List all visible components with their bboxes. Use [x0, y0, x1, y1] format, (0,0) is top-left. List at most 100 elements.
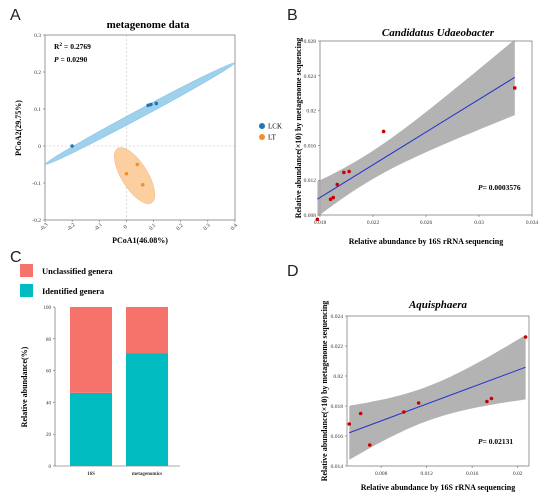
panel-a-p-label: P: [54, 55, 59, 64]
panel-a-y-tick-label: 0.1: [34, 107, 41, 113]
panel-d-y-label: Relative abundance(×10) by metagenome se…: [320, 301, 329, 482]
panel-d-y-ticks: 0.024 0.022 0.02 0.018 0.016 0.014: [331, 314, 347, 470]
d-data-point: [416, 401, 421, 405]
panel-d-plot-frame: [346, 315, 530, 467]
b-y-tick-label: 0.016: [304, 143, 317, 149]
b-x-tick-label: 0.034: [526, 220, 539, 226]
panel-a-y-ticks: 0.3 0.2 0.1 0 -0.1 -0.2: [32, 33, 45, 224]
panel-a-x-tick-label: 0: [123, 224, 129, 230]
panel-a-y-tick-label: 0.3: [34, 33, 41, 39]
panel-c-y-tick-label: 20: [46, 433, 52, 438]
panel-a-p-annotation: P = 0.0290: [54, 55, 87, 64]
d-y-tick-label: 0.016: [331, 434, 344, 440]
b-data-point: [335, 182, 340, 187]
legend-identified-swatch: [20, 284, 33, 297]
panel-a-p-value: = 0.0290: [59, 55, 88, 64]
panel-b-title: Candidatus Udaeobacter: [382, 27, 495, 39]
b-x-tick-label: 0.026: [420, 220, 433, 226]
panel-a-plot-frame: [44, 34, 236, 221]
legend-lck-label: LCK: [268, 123, 282, 131]
d-y-tick-label: 0.014: [331, 464, 344, 470]
b-data-point: [328, 197, 333, 202]
d-x-tick-label: 0.02: [513, 471, 523, 477]
lck-ellipse: [44, 62, 236, 165]
panel-letter-b: B: [287, 7, 298, 24]
b-x-tick-label: 0.022: [367, 220, 380, 226]
bar-metagenomics-identified: [126, 353, 168, 466]
b-x-tick-label: 0.03: [474, 220, 484, 226]
panel-a-x-label: PCoA1(46.08%): [112, 236, 168, 245]
b-data-point: [315, 217, 320, 222]
panel-b-p-label: P: [478, 183, 483, 192]
b-data-point: [331, 195, 336, 200]
panel-a-r2-value: = 0.2769: [62, 42, 91, 51]
panel-d-title: Aquisphaera: [408, 299, 468, 311]
b-data-point: [347, 169, 351, 174]
panel-c-y-tick-label: 60: [46, 370, 52, 375]
d-data-point: [358, 411, 363, 416]
panel-a-point-lt: [140, 183, 145, 187]
d-confidence-band-area: [349, 335, 526, 460]
panel-b-x-ticks: 0.018 0.022 0.026 0.03 0.034: [314, 215, 539, 226]
d-regression-line: [349, 366, 526, 434]
b-y-tick-label: 0.024: [304, 74, 317, 80]
panel-c-y-tick-label: 100: [44, 306, 52, 311]
panel-a-grid: [45, 35, 235, 220]
b-data-point: [342, 170, 346, 175]
panel-a-x-tick-label: 0.2: [175, 223, 184, 232]
panel-a-x-tick-label: -0.3: [39, 222, 50, 233]
d-y-tick-label: 0.022: [331, 344, 344, 350]
panel-c-y-ticks: 0 20 40 60 80 100: [44, 306, 55, 470]
panel-d-p-value: = 0.02131: [483, 437, 514, 446]
legend-lck-marker: [259, 123, 265, 129]
bar-16s-unclassified: [70, 307, 112, 393]
b-data-point: [512, 86, 517, 90]
panel-a-point-lck: [149, 102, 153, 107]
panel-letter-d: D: [287, 263, 299, 280]
d-y-tick-label: 0.018: [331, 404, 344, 410]
panel-a-points: [70, 101, 159, 187]
d-data-point: [402, 410, 406, 414]
b-y-tick-label: 0.02: [306, 109, 316, 115]
d-data-point: [347, 422, 352, 426]
panel-a-x-tick-label: -0.1: [93, 222, 104, 233]
panel-c-legend: Unclassified genera Identified genera: [20, 264, 113, 297]
legend-unclassified-label: Unclassified genera: [42, 266, 113, 276]
panel-b-p-annotation: P= 0.0003576: [478, 183, 521, 192]
panel-a-r2-sup: 2: [59, 42, 62, 48]
panel-c-bars: [70, 307, 168, 466]
panel-a-x-tick-label: 0.3: [203, 223, 212, 232]
panel-b-points: [315, 86, 517, 222]
panel-d-p-label: P: [478, 437, 483, 446]
panel-c-x-tick-label: 16S: [87, 472, 95, 477]
panel-a-y-tick-label: 0.2: [34, 70, 41, 76]
panel-a-title: metagenome data: [107, 19, 190, 31]
d-y-tick-label: 0.02: [333, 374, 343, 380]
panel-a-r2-prefix: R: [54, 42, 60, 51]
panel-d-confidence-band: [349, 335, 526, 460]
d-x-tick-label: 0.008: [375, 471, 388, 477]
legend-identified-label: Identified genera: [42, 286, 105, 296]
panel-c-x-ticks: 16S metagenomics: [87, 472, 162, 477]
panel-a-x-tick-label: 0.4: [230, 223, 239, 232]
panel-b-y-label: Relative abundance(×10) by metagenome se…: [294, 38, 303, 219]
legend-unclassified-swatch: [20, 264, 33, 277]
b-y-tick-label: 0.028: [304, 39, 317, 45]
panel-a-point-lck: [146, 103, 150, 108]
d-data-point: [523, 335, 528, 339]
panel-b-regression-chart: Candidatus Udaeobacter 0.018 0.022 0.026 0.…: [294, 27, 538, 246]
d-x-tick-label: 0.016: [466, 471, 479, 477]
panel-a-pcoa-chart: metagenome data -0.3 -0.2 -0.1 0 0.1 0.2 0.3 0.…: [14, 19, 282, 245]
panel-c-stacked-bar-chart: Unclassified genera Identified genera 0 2…: [20, 264, 180, 477]
panel-b-x-label: Relative abundance by 16S rRNA sequencin…: [349, 237, 503, 246]
panel-a-x-ticks: -0.3 -0.2 -0.1 0 0.1 0.2 0.3 0.4: [39, 220, 239, 232]
panel-c-y-tick-label: 40: [46, 401, 52, 406]
panel-b-y-ticks: 0.028 0.024 0.02 0.016 0.012 0.008: [304, 39, 320, 219]
d-data-point: [489, 396, 494, 401]
legend-lt-label: LT: [268, 134, 277, 142]
panel-a-point-lt: [135, 162, 140, 167]
panel-d-x-label: Relative abundance by 16S rRNA sequencin…: [361, 483, 515, 492]
b-y-tick-label: 0.008: [304, 213, 317, 219]
panel-c-x-tick-label: metagenomics: [132, 472, 162, 477]
bar-metagenomics-unclassified: [126, 307, 168, 354]
